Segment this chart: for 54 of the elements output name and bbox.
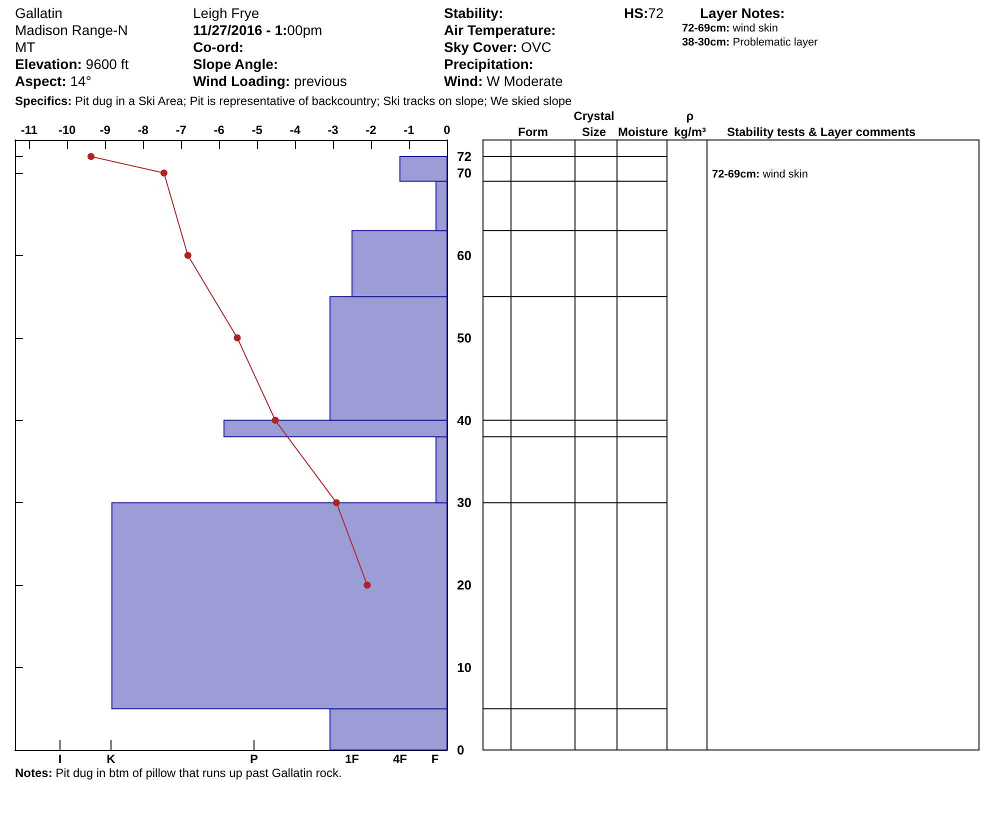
- text: 72-69cm: wind skin: [712, 168, 808, 180]
- x-tick-label: -3: [328, 123, 339, 137]
- text: Elevation: 9600 ft: [15, 56, 129, 72]
- y-tick-label: 30: [457, 495, 472, 510]
- y-tick-label: 20: [457, 578, 472, 593]
- y-tick-label: 40: [457, 412, 472, 428]
- text: Crystal Size: [574, 109, 614, 139]
- text: Wind: W Moderate: [444, 73, 564, 89]
- x-tick-label: -8: [138, 123, 149, 137]
- x-tick-label: -11: [20, 123, 38, 137]
- text: Stability:: [444, 5, 504, 21]
- x-tick-label: -7: [176, 123, 187, 137]
- x-tick-label: -10: [58, 123, 76, 137]
- text: Notes: Pit dug in btm of pillow that runs up past Gallatin rock.: [15, 766, 342, 780]
- text: I: [58, 752, 62, 766]
- y-tick-label: 10: [457, 660, 472, 676]
- x-tick-label: -9: [100, 123, 111, 137]
- x-tick-label: -5: [252, 123, 263, 137]
- text: Air Temperature:: [444, 22, 556, 38]
- x-tick-label: -1: [404, 123, 415, 137]
- text: 11/27/2016 - 1:00pm: [193, 22, 322, 38]
- text: Gallatin: [15, 5, 62, 21]
- text: Co-ord:: [193, 39, 244, 55]
- text: Moisture: [618, 125, 668, 139]
- x-tick-label: 0: [444, 123, 451, 137]
- text: Leigh Frye: [193, 5, 260, 21]
- text: Slope Angle:: [193, 56, 278, 72]
- text: ρ kg/m³: [674, 109, 706, 139]
- text: 1F: [344, 752, 360, 766]
- x-tick-label: -6: [214, 123, 225, 137]
- text: Specifics: Pit dug in a Ski Area; Pit is representative of backcountry; Ski tracks on slope; We skied slope: [15, 94, 572, 108]
- text: F: [431, 752, 439, 766]
- y-tick-label: 72: [457, 148, 472, 164]
- text: K: [106, 752, 116, 766]
- text: HS:72: [624, 5, 664, 21]
- text: P: [250, 752, 258, 766]
- text: Aspect: 14°: [15, 73, 92, 89]
- text: MT: [15, 39, 36, 55]
- y-tick-label: 50: [457, 330, 472, 346]
- text: Sky Cover: OVC: [444, 39, 552, 55]
- y-tick-label: 60: [457, 248, 472, 263]
- x-tick-label: -2: [366, 123, 377, 137]
- y-tick-label: 0: [457, 742, 464, 758]
- text: Layer Notes:: [700, 5, 785, 21]
- text: Wind Loading: previous: [193, 73, 347, 89]
- text: 4F: [392, 752, 408, 766]
- text: Form: [518, 125, 548, 139]
- text: Madison Range-N: [15, 22, 128, 38]
- text: Stability tests & Layer comments: [727, 125, 916, 139]
- y-tick-label: 70: [457, 165, 472, 180]
- text: 38-30cm: Problematic layer: [682, 36, 818, 48]
- x-tick-label: -4: [290, 123, 301, 137]
- text: Precipitation:: [444, 56, 534, 72]
- text: 72-69cm: wind skin: [682, 22, 778, 34]
